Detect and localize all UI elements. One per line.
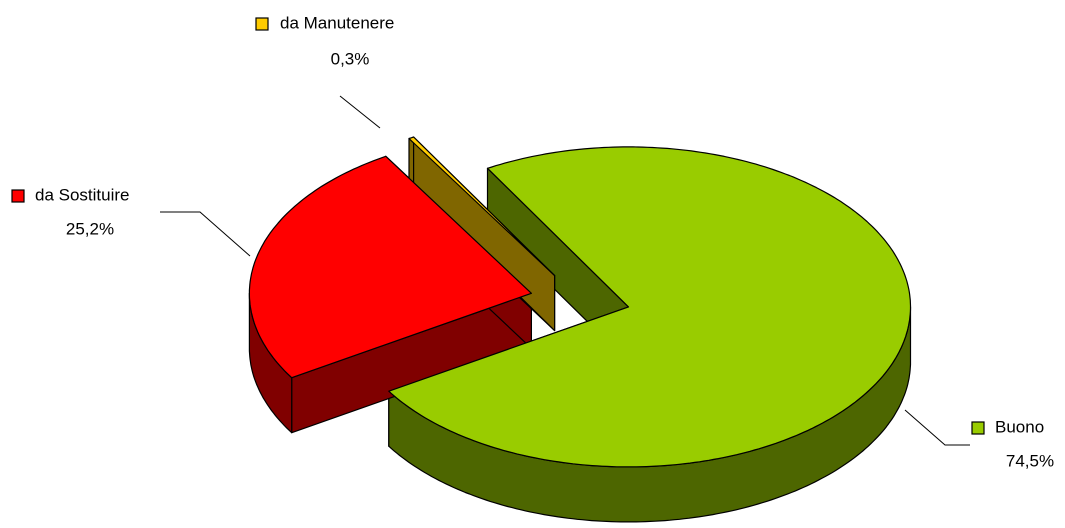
slice (408, 136, 556, 277)
leader-line (904, 409, 970, 446)
slice-name: da Manutenere (280, 13, 394, 32)
slice-name: da Sostituire (35, 185, 130, 204)
slice-value: 74,5% (1006, 451, 1054, 470)
slice (388, 146, 912, 468)
slice (248, 155, 532, 379)
slice-value: 25,2% (66, 219, 114, 238)
legend-swatch (971, 421, 985, 435)
leader-line (160, 211, 251, 257)
slice-name: Buono (995, 417, 1044, 436)
legend-swatch (255, 17, 269, 31)
leader-line (339, 95, 381, 129)
legend-swatch (11, 189, 25, 203)
slice-value: 0,3% (331, 49, 370, 68)
